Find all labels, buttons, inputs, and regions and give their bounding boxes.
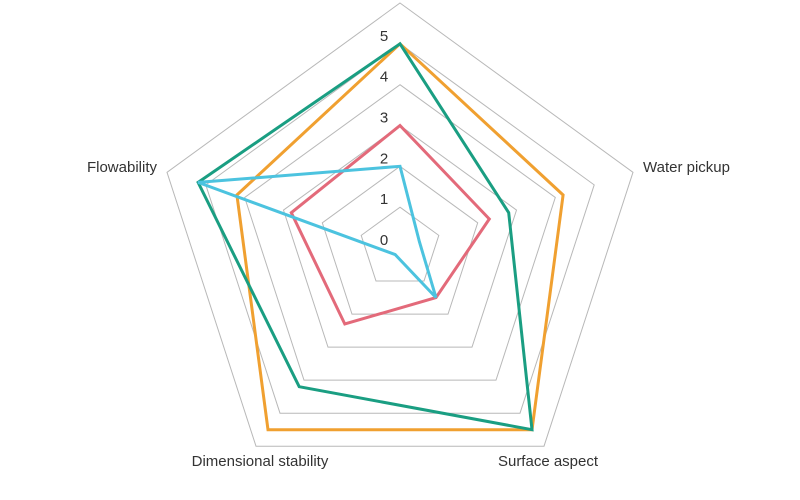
tick-label-6: 6 <box>380 0 388 4</box>
tick-label-5: 5 <box>380 28 388 45</box>
tick-label-0: 0 <box>380 232 388 249</box>
grid-ring-2 <box>321 165 479 315</box>
axis-label-surface-aspect: Surface aspect <box>498 453 599 470</box>
radial-tick-labels: 0 1 2 3 4 5 6 <box>380 0 388 249</box>
series-line-1 <box>196 41 534 432</box>
axis-label-flowability: Flowability <box>87 159 158 176</box>
series-line-3 <box>197 164 438 299</box>
tick-label-3: 3 <box>380 110 388 127</box>
axis-label-dimensional-stability: Dimensional stability <box>192 453 329 470</box>
series-line-2 <box>289 123 492 326</box>
tick-label-2: 2 <box>380 150 388 167</box>
tick-label-4: 4 <box>380 69 388 86</box>
radar-grid <box>166 2 634 447</box>
tick-label-1: 1 <box>380 191 388 208</box>
series-line-0 <box>235 41 565 432</box>
radar-series <box>196 41 565 432</box>
grid-ring-6 <box>166 2 634 447</box>
grid-ring-4 <box>244 84 556 381</box>
grid-ring-1 <box>360 206 440 282</box>
axis-labels: Water pickup Surface aspect Dimensional … <box>87 159 730 470</box>
axis-label-water-pickup: Water pickup <box>643 159 730 176</box>
grid-ring-5 <box>205 43 595 414</box>
